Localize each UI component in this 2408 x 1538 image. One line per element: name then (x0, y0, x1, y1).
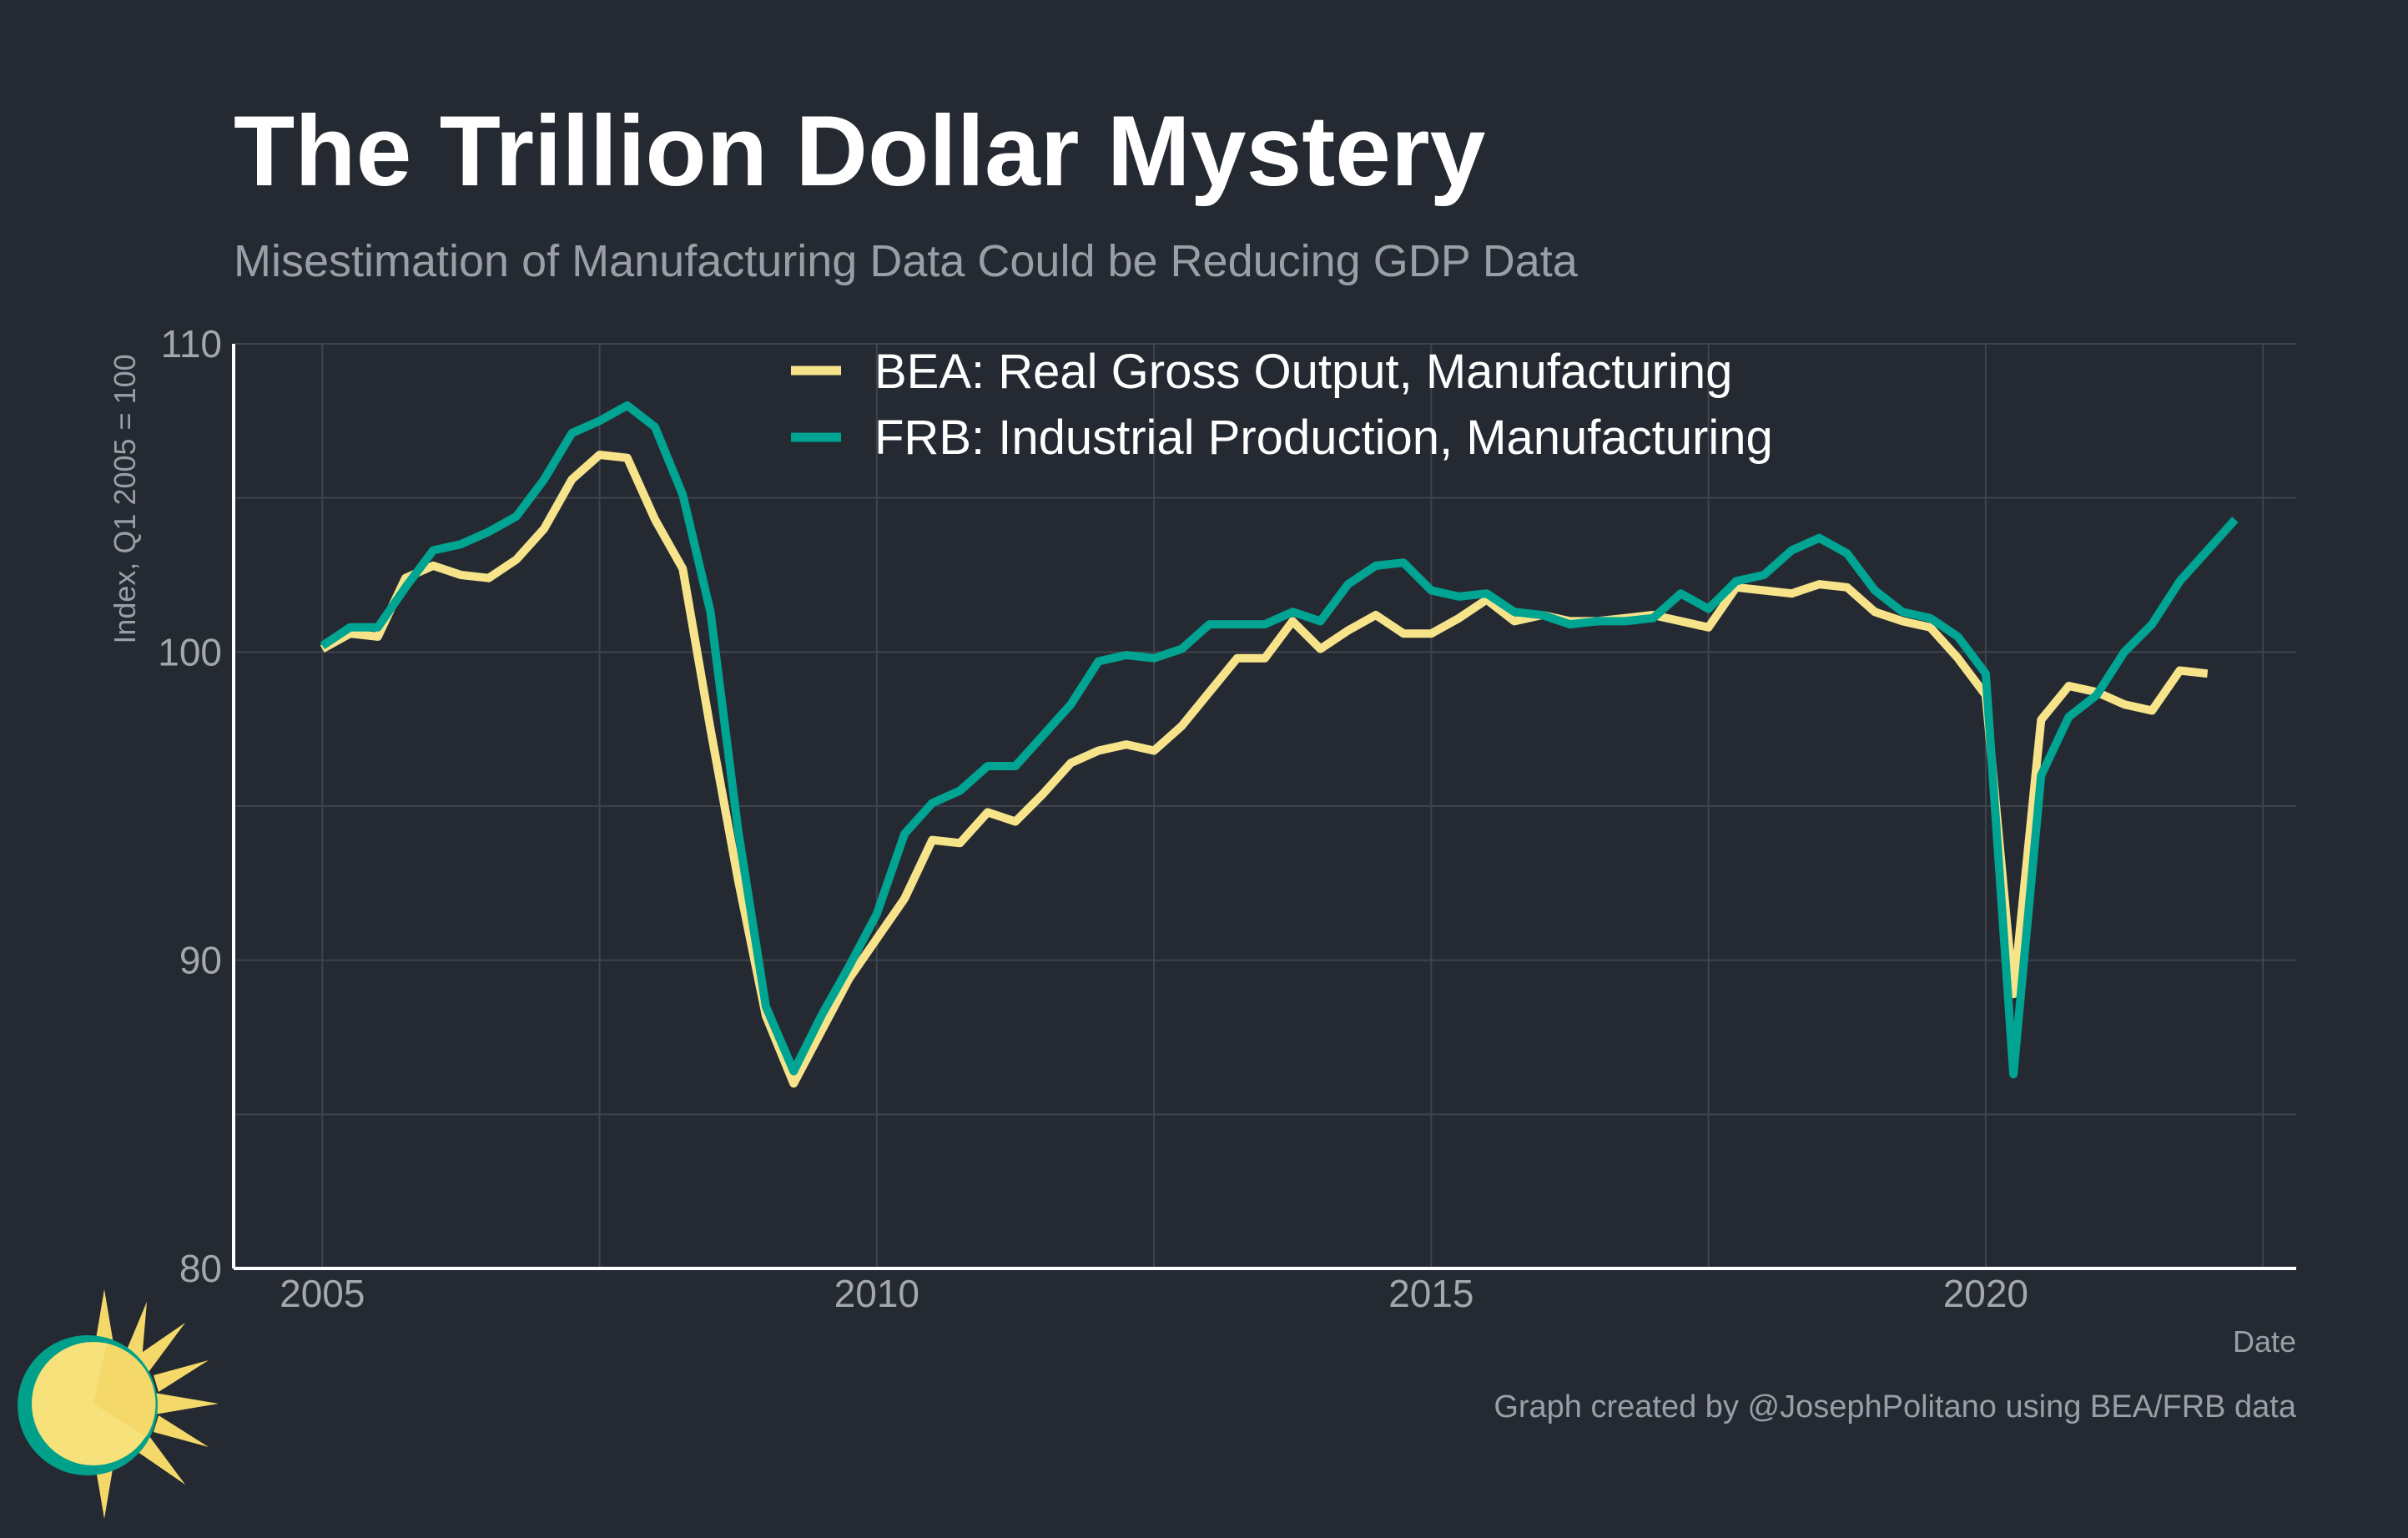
y-tick-label: 110 (161, 322, 222, 366)
x-tick-label: 2020 (1943, 1272, 2028, 1315)
source-caption: Graph created by @JosephPolitano using B… (1494, 1389, 2296, 1425)
sun-logo-icon (18, 1289, 219, 1519)
x-axis-title: Date (2233, 1324, 2296, 1359)
series-line-frb (320, 401, 2239, 1079)
y-tick-label: 80 (179, 1247, 222, 1290)
chart-legend: BEA: Real Gross Output, Manufacturing FR… (791, 345, 1773, 465)
x-tick-label: 2010 (834, 1272, 919, 1315)
page-subtitle: Misestimation of Manufacturing Data Coul… (234, 236, 1578, 286)
y-tick-label: 100 (158, 630, 222, 673)
tick-labels: 2005 2010 2015 2020 80 90 100 110 (158, 322, 2028, 1315)
chart-series (320, 401, 2239, 1088)
x-tick-label: 2005 (280, 1272, 365, 1315)
page-title: The Trillion Dollar Mystery (234, 95, 1486, 207)
grid-lines (234, 343, 2296, 1269)
x-tick-label: 2015 (1388, 1272, 1474, 1315)
series-line-bea (320, 451, 2209, 1088)
y-tick-label: 90 (179, 939, 222, 982)
legend-label-frb: FRB: Industrial Production, Manufacturin… (874, 411, 1773, 465)
chart-axes (232, 344, 2296, 1270)
legend-label-bea: BEA: Real Gross Output, Manufacturing (874, 345, 1732, 399)
y-axis-title: Index, Q1 2005 = 100 (108, 354, 142, 643)
